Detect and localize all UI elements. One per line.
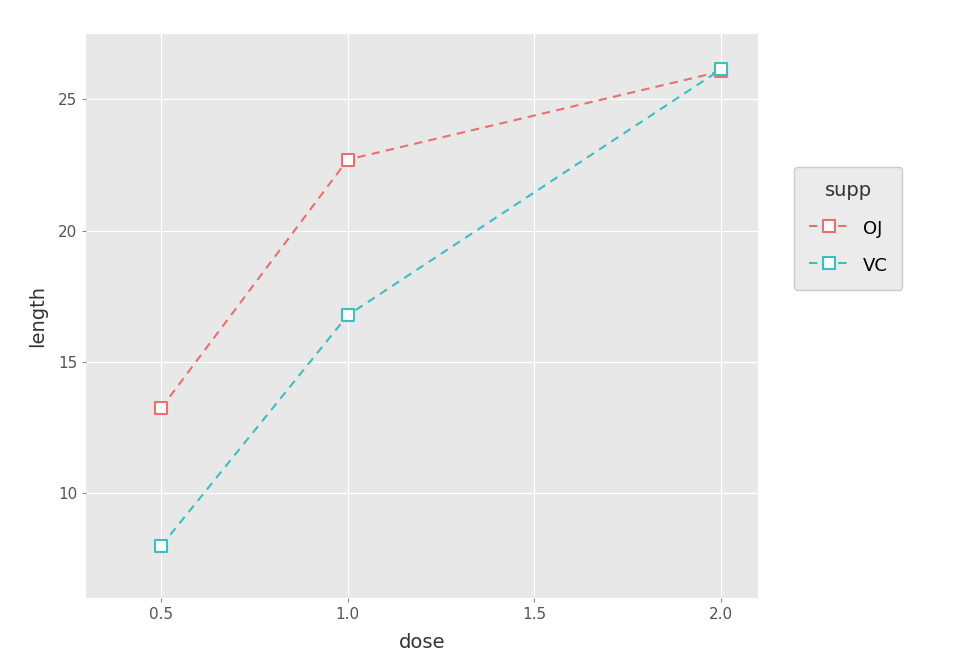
Point bbox=[713, 64, 729, 75]
Point bbox=[154, 541, 169, 552]
Point bbox=[154, 403, 169, 414]
Legend: OJ, VC: OJ, VC bbox=[794, 167, 902, 290]
Point bbox=[713, 66, 729, 77]
Point bbox=[340, 155, 355, 165]
X-axis label: dose: dose bbox=[399, 633, 445, 653]
Point bbox=[340, 310, 355, 321]
Y-axis label: length: length bbox=[28, 285, 47, 347]
